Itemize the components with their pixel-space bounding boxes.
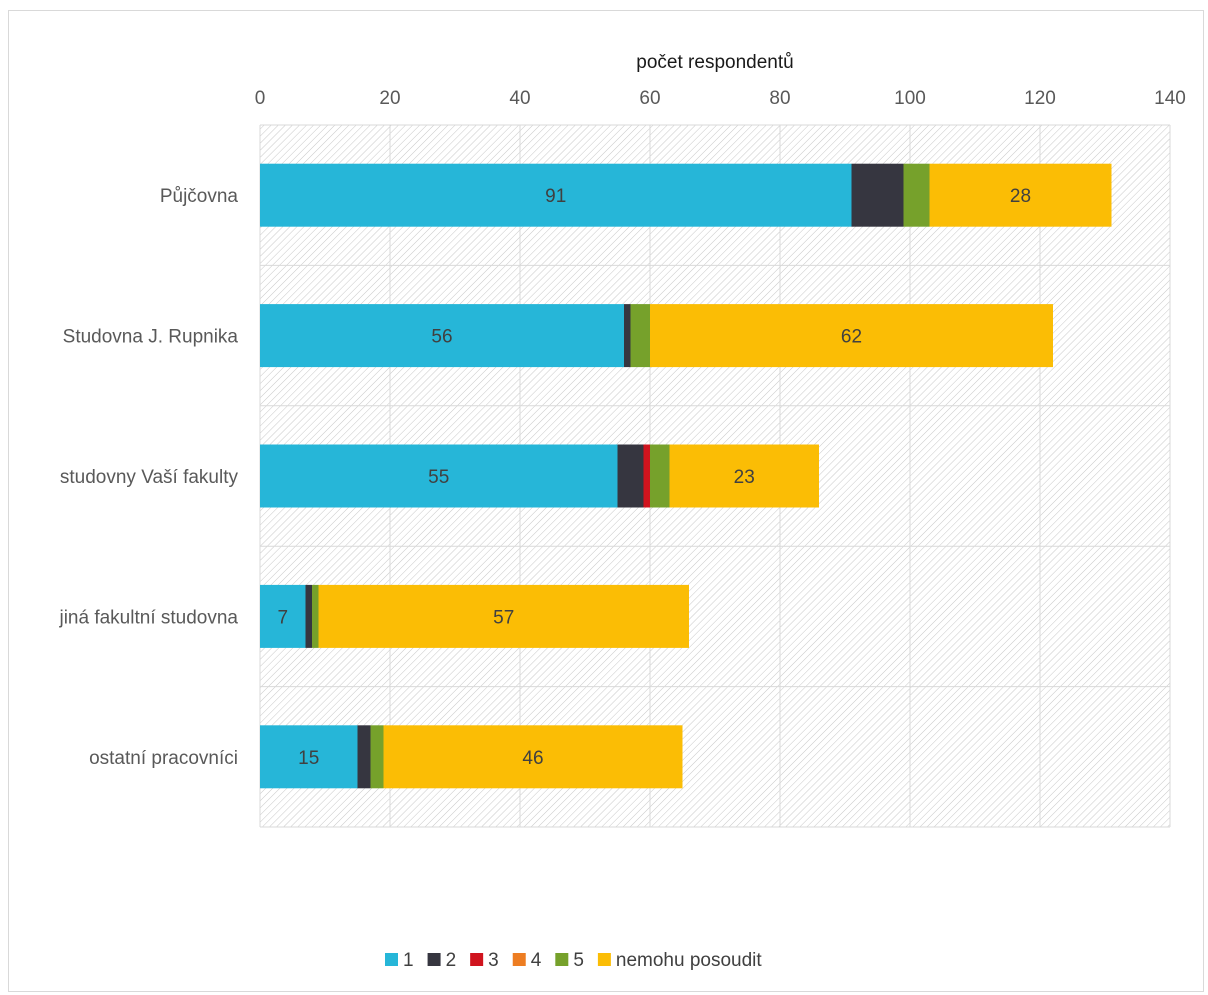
x-axis-title: počet respondentů <box>636 52 793 73</box>
x-tick-label: 0 <box>255 88 266 109</box>
bar-segment <box>669 444 819 508</box>
bar-segment <box>260 584 306 648</box>
data-label: 15 <box>298 748 319 769</box>
legend-swatch <box>555 953 569 966</box>
data-label: 23 <box>734 467 755 488</box>
bar-segment <box>357 725 371 789</box>
legend-swatch <box>427 953 441 966</box>
bar-segment <box>260 163 852 227</box>
category-label: jiná fakultní studovna <box>58 607 238 628</box>
bar-segment <box>624 304 631 368</box>
legend-label: nemohu posoudit <box>616 950 762 971</box>
x-tick-label: 140 <box>1154 88 1186 109</box>
legend-label: 4 <box>531 950 542 971</box>
legend-swatch <box>470 953 484 966</box>
category-label: Půjčovna <box>160 186 239 207</box>
bar-segment <box>851 163 904 227</box>
x-axis-ticks: 0 20 40 60 80 100 120 140 <box>255 88 1186 109</box>
data-label: 57 <box>493 607 514 628</box>
bar-segment <box>643 444 650 508</box>
legend: 1 2 3 4 5 nemohu posoudit <box>385 950 762 971</box>
legend-label: 3 <box>488 950 499 971</box>
bar-segment <box>370 725 384 789</box>
bars: 91 28 56 62 55 23 7 57 15 46 <box>260 163 1112 789</box>
data-label: 28 <box>1010 186 1031 207</box>
x-tick-label: 40 <box>509 88 530 109</box>
bar-segment <box>318 584 689 648</box>
legend-swatch <box>597 953 611 966</box>
bar-segment <box>630 304 650 368</box>
bar-segment <box>650 304 1053 368</box>
data-label: 55 <box>428 467 449 488</box>
legend-label: 2 <box>446 950 457 971</box>
data-label: 62 <box>841 327 862 348</box>
bar-segment <box>312 584 319 648</box>
category-label: Studovna J. Rupnika <box>63 327 239 348</box>
data-label: 91 <box>545 186 566 207</box>
bar-segment <box>260 725 358 789</box>
x-tick-label: 20 <box>379 88 400 109</box>
x-tick-label: 60 <box>639 88 660 109</box>
x-tick-label: 120 <box>1024 88 1056 109</box>
bar-segment <box>305 584 312 648</box>
category-label: ostatní pracovníci <box>89 748 238 769</box>
x-tick-label: 80 <box>769 88 790 109</box>
data-label: 7 <box>277 607 288 628</box>
y-axis-categories: Půjčovna Studovna J. Rupnika studovny Vaší… <box>58 186 238 769</box>
bar-segment <box>650 444 670 508</box>
bar-segment <box>617 444 644 508</box>
bar-segment <box>383 725 683 789</box>
gridlines <box>259 124 1171 828</box>
x-tick-label: 100 <box>894 88 926 109</box>
legend-swatch <box>385 953 398 966</box>
legend-label: 5 <box>573 950 584 971</box>
legend-label: 1 <box>403 950 414 971</box>
bar-segment <box>929 163 1112 227</box>
category-label: studovny Vaší fakulty <box>60 467 239 488</box>
data-label: 46 <box>522 748 543 769</box>
bar-segment <box>903 163 930 227</box>
bar-segment <box>260 444 618 508</box>
data-label: 56 <box>431 327 452 348</box>
bar-segment <box>260 304 624 368</box>
legend-swatch <box>512 953 526 966</box>
